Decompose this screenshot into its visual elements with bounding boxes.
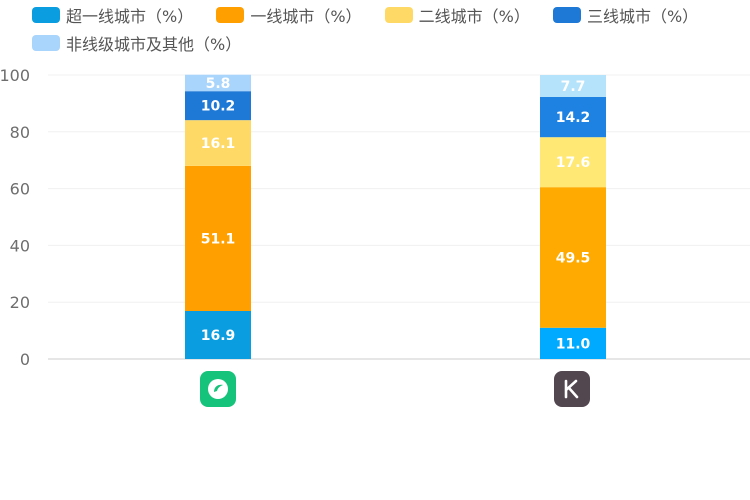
bar-segment bbox=[540, 187, 606, 328]
legend-label: 一线城市（%） bbox=[250, 7, 362, 26]
bar-segment bbox=[540, 327, 606, 359]
green-app-icon bbox=[200, 371, 236, 407]
bar-segment bbox=[185, 311, 251, 359]
legend-item-third-tier[interactable]: 三线城市（%） bbox=[552, 4, 699, 26]
bar-value-label: 16.1 bbox=[201, 136, 236, 152]
legend-swatch bbox=[32, 35, 60, 51]
legend: 超一线城市（%） 一线城市（%） 二线城市（%） 三线城市（%） 非线级城市及其… bbox=[32, 4, 732, 60]
legend-label: 二线城市（%） bbox=[418, 7, 530, 26]
bar-value-label: 11.0 bbox=[556, 336, 591, 352]
bar-value-label: 51.1 bbox=[201, 231, 236, 247]
bar-value-label: 14.2 bbox=[556, 110, 591, 126]
bar-segment bbox=[185, 165, 251, 312]
legend-swatch bbox=[32, 7, 60, 23]
bar-segment bbox=[185, 74, 251, 92]
legend-label: 非线级城市及其他（%） bbox=[66, 35, 242, 54]
bar-segment bbox=[540, 75, 606, 97]
legend-item-first-tier[interactable]: 一线城市（%） bbox=[216, 4, 362, 26]
y-tick-label: 40 bbox=[10, 236, 30, 255]
bar-value-label: 5.8 bbox=[206, 76, 231, 92]
y-tick-label: 60 bbox=[10, 180, 30, 199]
bar-value-label: 10.2 bbox=[201, 99, 236, 115]
bar-value-label: 49.5 bbox=[556, 250, 591, 266]
k-app-icon bbox=[554, 371, 590, 407]
legend-swatch bbox=[216, 7, 245, 23]
bar-segment bbox=[540, 137, 606, 188]
bar-value-label: 7.7 bbox=[561, 79, 586, 95]
bar-segment bbox=[185, 120, 251, 166]
bar-segment bbox=[185, 91, 251, 121]
legend-item-super-first-tier[interactable]: 超一线城市（%） bbox=[32, 4, 193, 26]
bar-value-label: 17.6 bbox=[556, 155, 591, 171]
y-tick-label: 0 bbox=[20, 350, 30, 369]
legend-item-non-tier[interactable]: 非线级城市及其他（%） bbox=[32, 32, 241, 54]
y-tick-label: 80 bbox=[10, 123, 30, 142]
leaf-logo bbox=[208, 379, 228, 399]
legend-item-second-tier[interactable]: 二线城市（%） bbox=[384, 4, 530, 26]
legend-label: 三线城市（%） bbox=[586, 7, 699, 26]
bar-value-label: 16.9 bbox=[201, 328, 236, 344]
k-logo bbox=[564, 379, 579, 399]
y-tick-label: 20 bbox=[10, 293, 30, 312]
legend-swatch bbox=[384, 7, 413, 23]
bar-segment bbox=[540, 96, 606, 138]
y-tick-label: 100 bbox=[0, 66, 30, 85]
legend-label: 超一线城市（%） bbox=[66, 7, 194, 26]
legend-swatch bbox=[552, 7, 581, 23]
